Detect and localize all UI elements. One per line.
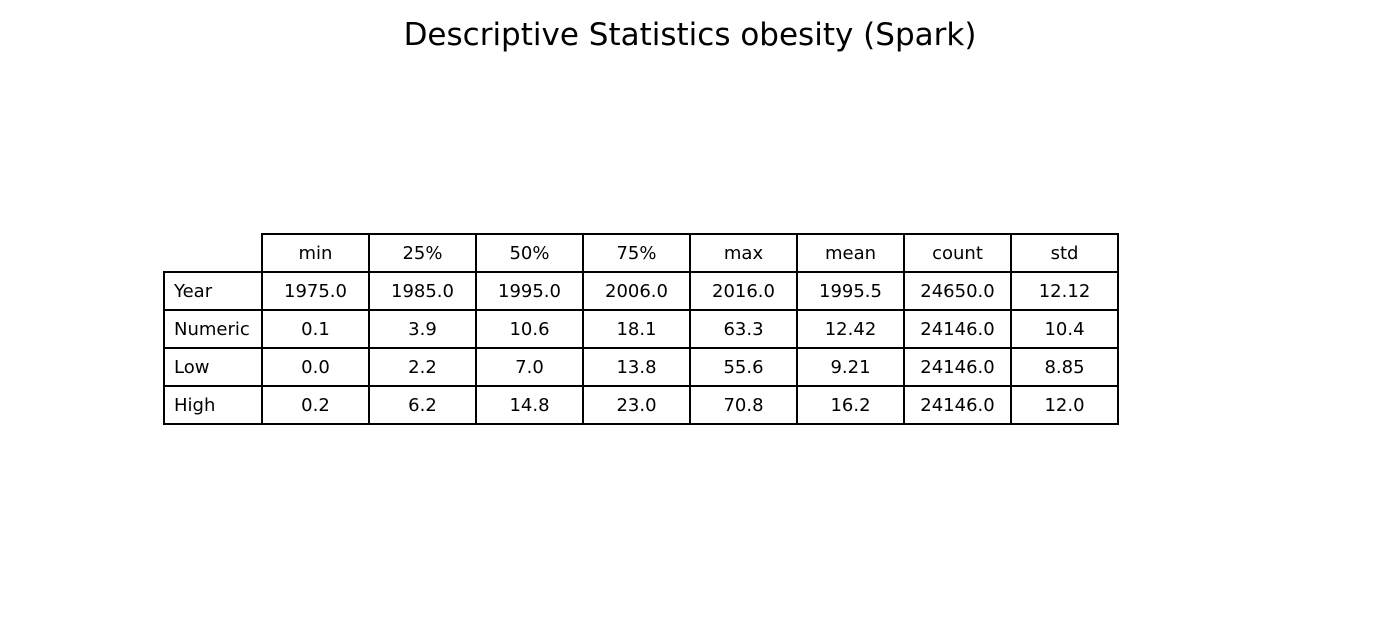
table-cell: 24146.0 — [903, 385, 1012, 425]
table-cell: 2016.0 — [689, 271, 798, 311]
table-cell: 24146.0 — [903, 309, 1012, 349]
column-header: mean — [796, 233, 905, 273]
table-cell: 23.0 — [582, 385, 691, 425]
column-header: 25% — [368, 233, 477, 273]
table-cell: 18.1 — [582, 309, 691, 349]
table-cell: 24650.0 — [903, 271, 1012, 311]
table-cell: 1995.5 — [796, 271, 905, 311]
table-cell: 0.0 — [261, 347, 370, 387]
table-row: Numeric 0.1 3.9 10.6 18.1 63.3 12.42 24146.0 10.… — [163, 309, 1119, 349]
row-label: Year — [163, 271, 263, 311]
row-label: Low — [163, 347, 263, 387]
table-cell: 8.85 — [1010, 347, 1119, 387]
table-row: Year 1975.0 1985.0 1995.0 2006.0 2016.0 1995.5… — [163, 271, 1119, 311]
table-cell: 7.0 — [475, 347, 584, 387]
table-cell: 0.1 — [261, 309, 370, 349]
column-header: 75% — [582, 233, 691, 273]
table-cell: 1975.0 — [261, 271, 370, 311]
table-cell: 24146.0 — [903, 347, 1012, 387]
table-cell: 9.21 — [796, 347, 905, 387]
column-header: std — [1010, 233, 1119, 273]
table-body: Year 1975.0 1985.0 1995.0 2006.0 2016.0 1995.5… — [163, 271, 1119, 425]
table-row: High 0.2 6.2 14.8 23.0 70.8 16.2 24146.0 12.0 — [163, 385, 1119, 425]
table-cell: 1985.0 — [368, 271, 477, 311]
table-cell: 3.9 — [368, 309, 477, 349]
table-cell: 12.12 — [1010, 271, 1119, 311]
table-cell: 13.8 — [582, 347, 691, 387]
table-cell: 12.42 — [796, 309, 905, 349]
chart-title: Descriptive Statistics obesity (Spark) — [403, 17, 977, 53]
table-cell: 55.6 — [689, 347, 798, 387]
table-cell: 63.3 — [689, 309, 798, 349]
descriptive-statistics-table: min 25% 50% 75% max mean count std Year 1975.0 19… — [163, 233, 1119, 425]
column-header: min — [261, 233, 370, 273]
table-cell: 1995.0 — [475, 271, 584, 311]
table-corner-cell — [164, 234, 263, 273]
table-cell: 0.2 — [261, 385, 370, 425]
table-cell: 2.2 — [368, 347, 477, 387]
table-cell: 12.0 — [1010, 385, 1119, 425]
table-cell: 6.2 — [368, 385, 477, 425]
column-header: max — [689, 233, 798, 273]
row-label: Numeric — [163, 309, 263, 349]
row-label: High — [163, 385, 263, 425]
table-cell: 70.8 — [689, 385, 798, 425]
column-header: count — [903, 233, 1012, 273]
column-header: 50% — [475, 233, 584, 273]
table-cell: 10.4 — [1010, 309, 1119, 349]
table-cell: 10.6 — [475, 309, 584, 349]
table-cell: 2006.0 — [582, 271, 691, 311]
table-header-row: min 25% 50% 75% max mean count std — [164, 233, 1119, 273]
table-cell: 14.8 — [475, 385, 584, 425]
table-cell: 16.2 — [796, 385, 905, 425]
table-row: Low 0.0 2.2 7.0 13.8 55.6 9.21 24146.0 8.85 — [163, 347, 1119, 387]
